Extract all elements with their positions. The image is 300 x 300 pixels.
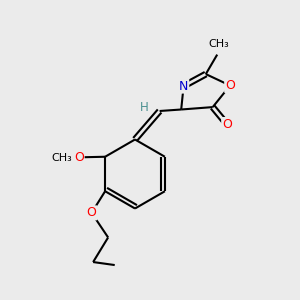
Text: CH₃: CH₃ <box>208 39 229 49</box>
Text: CH₃: CH₃ <box>52 153 73 163</box>
Text: O: O <box>225 79 235 92</box>
Text: O: O <box>222 118 232 131</box>
Text: O: O <box>87 206 97 219</box>
Text: H: H <box>140 101 148 114</box>
Text: O: O <box>74 151 84 164</box>
Text: N: N <box>179 80 188 93</box>
